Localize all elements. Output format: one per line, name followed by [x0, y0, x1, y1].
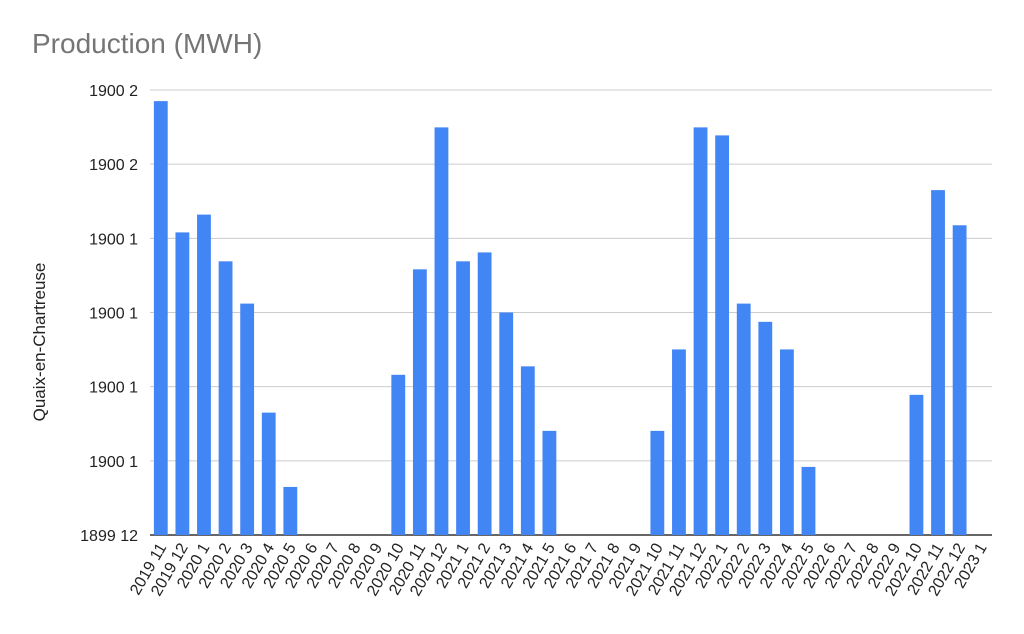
bar — [434, 127, 449, 535]
bar — [412, 269, 427, 535]
bar — [240, 303, 255, 535]
y-tick-label: 1900 2 — [89, 83, 138, 100]
y-tick-label: 1900 1 — [89, 306, 138, 323]
bar — [801, 466, 816, 535]
y-tick-label: 1900 2 — [89, 157, 138, 174]
y-tick-label: 1900 1 — [89, 380, 138, 397]
bar — [693, 127, 708, 535]
bar — [197, 214, 211, 535]
bar — [218, 261, 233, 535]
y-tick-label: 1900 1 — [89, 454, 138, 471]
bars — [153, 101, 967, 536]
chart-title: Production (MWH) — [32, 28, 263, 59]
y-tick-label: 1900 1 — [89, 231, 138, 248]
y-tick-label: 1899 12 — [80, 528, 138, 545]
gridlines — [150, 89, 992, 536]
bar — [175, 232, 190, 535]
bar — [909, 394, 924, 535]
bar — [542, 430, 557, 535]
bar — [672, 349, 686, 535]
bar — [499, 312, 514, 535]
y-tick-labels: 1899 12 1900 1 1900 1 1900 1 1900 1 1900 2 190… — [80, 83, 138, 545]
bar — [391, 374, 406, 535]
bar — [283, 486, 298, 535]
bar — [758, 321, 773, 535]
bar — [456, 261, 470, 535]
bar — [477, 252, 492, 536]
bar — [261, 412, 276, 535]
bar — [520, 366, 535, 535]
bar — [715, 135, 730, 535]
bar — [779, 349, 794, 535]
bar — [931, 190, 945, 535]
bar — [650, 430, 665, 535]
bar — [736, 303, 751, 535]
bar — [952, 225, 967, 535]
bar — [153, 101, 168, 535]
